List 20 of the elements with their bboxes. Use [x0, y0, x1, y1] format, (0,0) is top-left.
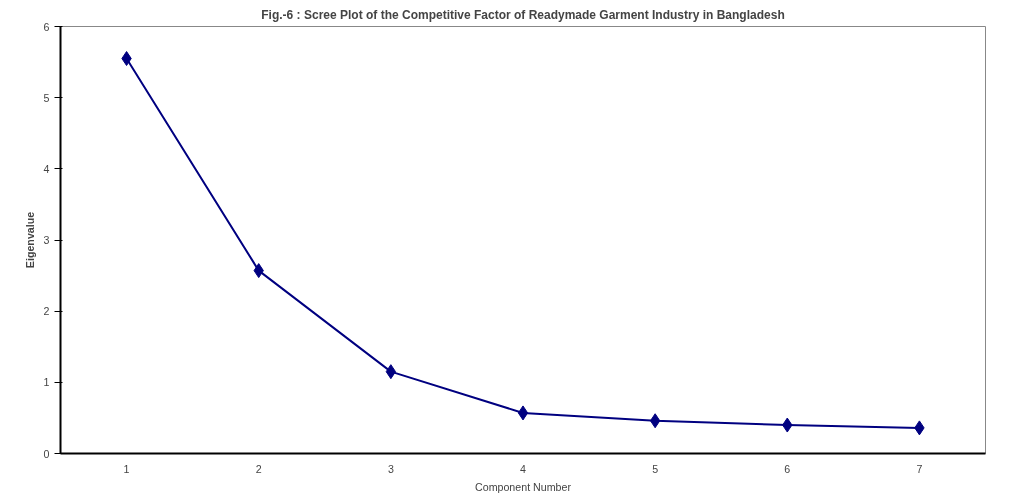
- y-tick-label: 0: [43, 447, 50, 460]
- y-tick-label: 4: [43, 162, 50, 175]
- y-tick-label: 5: [43, 91, 50, 104]
- y-tick-label: 1: [43, 376, 50, 389]
- x-tick-label: 5: [652, 462, 659, 475]
- y-tick-label: 2: [43, 305, 50, 318]
- x-tick-label: 2: [255, 462, 262, 475]
- point: [385, 364, 397, 380]
- x-tick-label: 3: [387, 462, 394, 475]
- y-tick-label: 6: [43, 20, 50, 33]
- x-tick-label: 1: [123, 462, 130, 475]
- chart-title: Fig.-6 : Scree Plot of the Competitive Factor of Readymade Garment Industry in Bangladesh: [261, 7, 785, 22]
- y-tick-label: 3: [43, 234, 50, 246]
- point: [649, 413, 661, 429]
- point: [517, 405, 529, 421]
- x-tick-label: 6: [784, 462, 791, 475]
- x-tick-label: 4: [520, 462, 527, 475]
- x-tick-label: 7: [916, 462, 923, 475]
- y-axis-title: Eigenvalue: [23, 211, 36, 269]
- x-axis-title: Component Number: [475, 480, 572, 493]
